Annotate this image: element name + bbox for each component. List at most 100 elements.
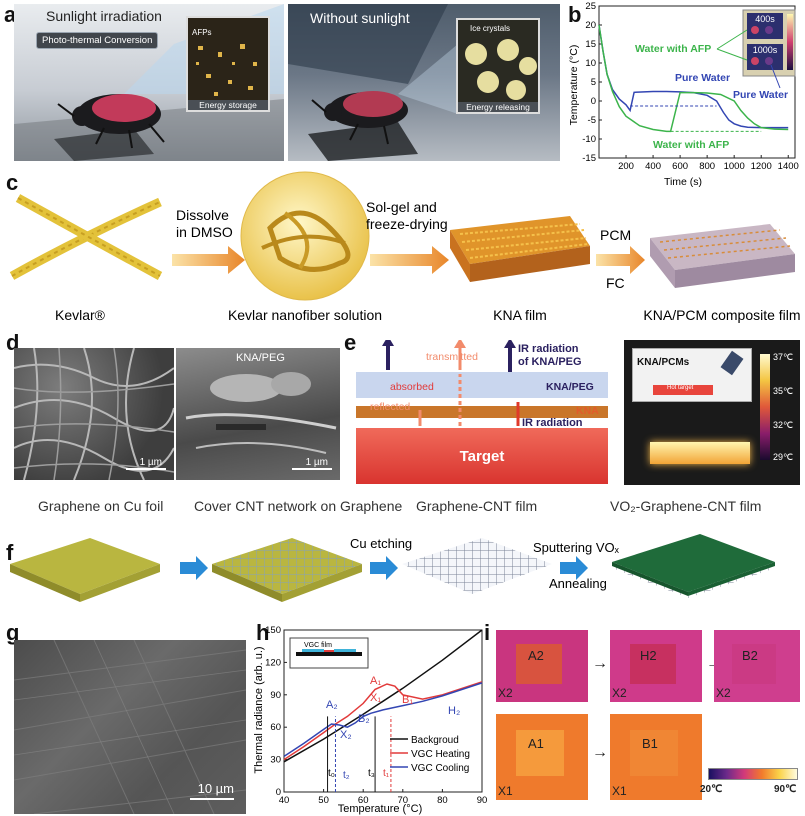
cnt-on-graphene-sheet bbox=[212, 538, 362, 602]
graphene-cu-sheet bbox=[10, 538, 160, 602]
panel-c-process: Dissolve in DMSO Sol-gel and freeze-drying… bbox=[9, 171, 801, 323]
x-tick-label: 80 bbox=[437, 795, 448, 806]
thermal-image-kna-pcms: KNA/PCMs Hot target 37℃ 35℃ 32℃ 29℃ bbox=[624, 340, 800, 485]
colorbar-tick-37: 37℃ bbox=[773, 352, 794, 362]
freezing-inset: 400s 1000s bbox=[742, 9, 796, 77]
target-block bbox=[356, 428, 608, 484]
x-tick-label: 60 bbox=[358, 795, 369, 806]
label-pure-water-right: Pure Water bbox=[733, 89, 788, 101]
tile-label-b1: B1 bbox=[642, 736, 658, 751]
axis-label: Thermal radiance (arb. u.) bbox=[253, 646, 265, 773]
arrow-pcm bbox=[596, 246, 645, 274]
caption-cnt-network: Cover CNT network on Graphene bbox=[194, 498, 403, 514]
panel-h-label: h bbox=[256, 620, 270, 645]
step-pcm: PCM bbox=[600, 227, 631, 243]
y-tick-label: 20 bbox=[585, 20, 596, 31]
y-tick-label: -5 bbox=[588, 115, 596, 126]
scale-bar-left bbox=[126, 468, 166, 470]
scale-label-left: 1 µm bbox=[139, 457, 162, 468]
series-line-0 bbox=[283, 629, 483, 763]
caption-kna-film: KNA film bbox=[493, 307, 547, 323]
thermal-tile-h2: H2 X2 bbox=[610, 630, 702, 702]
panel-c-label: c bbox=[6, 170, 19, 195]
tile-corner-x2-3: X2 bbox=[716, 686, 731, 700]
step-fc: FC bbox=[606, 275, 625, 291]
step-cu-etching: Cu etching bbox=[350, 536, 412, 551]
y-tick-label: 30 bbox=[270, 755, 281, 766]
arrow-f1 bbox=[180, 556, 208, 580]
panel-e-schematic: transmitted IR radiation of KNA/PEG absor… bbox=[356, 340, 608, 484]
sem-image-kna-peg: KNA/PEG 1 µm bbox=[176, 348, 340, 480]
y-tick-label: 15 bbox=[585, 39, 596, 50]
label-ir-radiation: IR radiation bbox=[522, 417, 583, 429]
step-sputtering: Sputtering VOₓ bbox=[533, 540, 620, 555]
arrow-sol-gel bbox=[370, 246, 449, 274]
series-line-1 bbox=[283, 681, 483, 761]
inset-hot-target-label: Hot target bbox=[667, 385, 694, 391]
point-a2: A₂ bbox=[326, 699, 338, 711]
label-ir-kna-peg: IR radiation of KNA/PEG bbox=[518, 343, 582, 368]
series-line-1 bbox=[598, 24, 789, 133]
label-reflected: reflected bbox=[370, 401, 410, 413]
colorbar-tick-35: 35℃ bbox=[773, 386, 794, 396]
scale-label-right: 1 µm bbox=[305, 457, 328, 468]
inset-vgc-title: VGC film bbox=[304, 642, 332, 649]
step-sol-gel: Sol-gel and freeze-drying bbox=[366, 199, 448, 232]
x-tick-label: 1200 bbox=[751, 161, 772, 172]
caption-composite-film: KNA/PCM composite film bbox=[643, 307, 800, 323]
x-tick-label: 50 bbox=[318, 795, 329, 806]
tile-corner-x2-1: X2 bbox=[498, 686, 513, 700]
afp-particles bbox=[196, 44, 257, 96]
scale-label-g: 10 µm bbox=[197, 781, 234, 796]
kna-film-illustration bbox=[450, 216, 590, 282]
colorbar-tick-32: 32℃ bbox=[773, 420, 794, 430]
y-tick-label: 25 bbox=[585, 1, 596, 12]
x-tick-label: 1400 bbox=[778, 161, 799, 172]
legend-cooling: VGC Cooling bbox=[411, 763, 469, 774]
step-annealing: Annealing bbox=[549, 576, 607, 591]
x-tick-label: 1000 bbox=[724, 161, 745, 172]
caption-vo2-film: VO₂-Graphene-CNT film bbox=[610, 498, 762, 514]
point-b2: B₂ bbox=[358, 713, 370, 725]
nanofiber-solution-sphere bbox=[240, 171, 370, 301]
inset-kna-pcms-label: KNA/PCMs bbox=[637, 357, 690, 368]
x-tick-label: 200 bbox=[618, 161, 634, 172]
panel-i-label: i bbox=[484, 620, 491, 645]
ice-crystal-clusters bbox=[465, 39, 537, 100]
t-label-2: t₂ bbox=[343, 770, 350, 781]
caption-kevlar: Kevlar® bbox=[55, 307, 106, 323]
label-absorbed: absorbed bbox=[390, 381, 434, 393]
axis-label: Time (s) bbox=[664, 176, 702, 188]
pcm-filled-texture bbox=[185, 372, 337, 454]
caption-graphene-cu: Graphene on Cu foil bbox=[38, 498, 164, 514]
arrow-i3: → bbox=[592, 744, 608, 761]
kna-peg-layer bbox=[356, 372, 608, 398]
kna-peg-tag: KNA/PEG bbox=[236, 352, 285, 364]
t-label-1: t₁ bbox=[383, 768, 390, 779]
afps-tag: AFPs bbox=[192, 28, 212, 37]
hot-sample-glow bbox=[650, 442, 750, 464]
sem-image-vgc: 10 µm bbox=[14, 640, 246, 814]
arrow-f2 bbox=[370, 556, 398, 580]
panel-h-chart: 40 50 60 70 80 90 0 30 60 90 120 150 Temperature (°… bbox=[253, 626, 487, 815]
thermal-tile-a2: A2 X2 bbox=[496, 630, 588, 702]
panel-a-right-title: Without sunlight bbox=[310, 10, 410, 26]
energy-releasing-inset: Ice crystals Energy releasing bbox=[456, 18, 540, 114]
energy-storage-inset: AFPs Energy storage bbox=[186, 16, 270, 112]
thermal-tile-b1: B1 X1 bbox=[610, 714, 702, 800]
colorbar-tick-29: 29℃ bbox=[773, 452, 794, 462]
label-water-afp-bottom: Water with AFP bbox=[653, 139, 729, 151]
kevlar-fibers-illustration bbox=[9, 194, 163, 280]
label-kna-peg-layer: KNA/PEG bbox=[546, 381, 594, 393]
thermal-tile-a1: A1 X1 bbox=[496, 714, 588, 800]
energy-storage-caption: Energy storage bbox=[188, 100, 268, 110]
t-label-0: t₀ bbox=[328, 768, 335, 779]
y-tick-label: 90 bbox=[270, 690, 281, 701]
tile-label-a2: A2 bbox=[528, 648, 544, 663]
label-pure-water-mid: Pure Water bbox=[675, 72, 730, 84]
series-line-2 bbox=[283, 682, 483, 758]
arrow-f3 bbox=[560, 556, 588, 580]
beetle-night-illustration bbox=[288, 4, 458, 161]
panel-g-label: g bbox=[6, 620, 20, 645]
panel-a-left-title: Sunlight irradiation bbox=[46, 8, 162, 24]
